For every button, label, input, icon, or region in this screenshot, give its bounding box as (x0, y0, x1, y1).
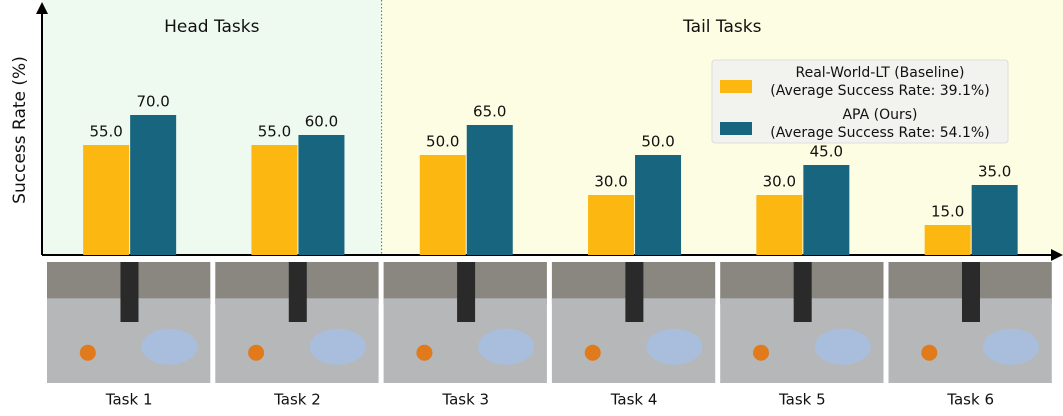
bar (419, 155, 466, 255)
x-axis-arrow (1051, 249, 1063, 261)
image-robot (288, 262, 307, 322)
image-plate (814, 328, 871, 365)
image-plate (982, 328, 1039, 365)
image-fruit (416, 344, 433, 361)
value-label: 50.0 (641, 133, 674, 151)
value-label: 70.0 (136, 93, 169, 111)
task-image (47, 262, 211, 383)
image-robot (961, 262, 980, 322)
x-tick-label: Task 5 (778, 391, 826, 409)
legend-box (711, 59, 1009, 144)
task-image (888, 262, 1052, 383)
x-tick-label: Task 4 (610, 391, 658, 409)
task-image (551, 262, 716, 383)
legend-label: APA (Ours) (842, 107, 917, 123)
image-robot (120, 262, 139, 322)
image-fruit (248, 344, 265, 361)
value-label: 45.0 (810, 143, 843, 161)
bar (924, 225, 971, 255)
legend-swatch (720, 122, 752, 135)
bar (971, 185, 1018, 255)
value-label: 60.0 (305, 113, 338, 131)
bar (588, 195, 635, 255)
bar (635, 155, 682, 255)
image-plate (141, 328, 198, 365)
image-robot (457, 262, 476, 322)
legend-swatch (720, 80, 752, 93)
value-label: 30.0 (594, 173, 627, 191)
region-label: Tail Tasks (682, 17, 762, 37)
region-label: Head Tasks (164, 17, 260, 37)
x-tick-label: Task 2 (273, 391, 321, 409)
image-fruit (79, 344, 96, 361)
bar (756, 195, 803, 255)
task-image (383, 262, 547, 383)
task-image (215, 262, 379, 383)
legend-note: (Average Success Rate: 54.1%) (770, 125, 989, 141)
bar (83, 145, 130, 255)
image-fruit (921, 344, 938, 361)
y-axis-arrow (36, 2, 48, 14)
bar (130, 115, 177, 255)
value-label: 15.0 (931, 203, 964, 221)
x-tick-label: Task 3 (441, 391, 489, 409)
value-label: 55.0 (89, 123, 122, 141)
image-robot (625, 262, 644, 322)
image-plate (646, 328, 703, 365)
value-label: 35.0 (978, 163, 1011, 181)
bar (251, 145, 298, 255)
image-robot (793, 262, 812, 322)
bar (298, 135, 345, 255)
value-label: 30.0 (763, 173, 796, 191)
legend-label: Real-World-LT (Baseline) (796, 65, 965, 81)
value-label: 50.0 (426, 133, 459, 151)
legend-note: (Average Success Rate: 39.1%) (770, 83, 989, 99)
value-label: 65.0 (473, 103, 506, 121)
task-image (720, 262, 884, 383)
image-fruit (753, 344, 770, 361)
image-fruit (584, 344, 601, 361)
image-plate (478, 328, 535, 365)
bar (803, 165, 850, 255)
bar (466, 125, 513, 255)
image-plate (309, 328, 366, 365)
x-tick-label: Task 1 (105, 391, 153, 409)
value-label: 55.0 (258, 123, 291, 141)
y-axis-label: Success Rate (%) (10, 56, 30, 204)
x-tick-label: Task 6 (946, 391, 994, 409)
